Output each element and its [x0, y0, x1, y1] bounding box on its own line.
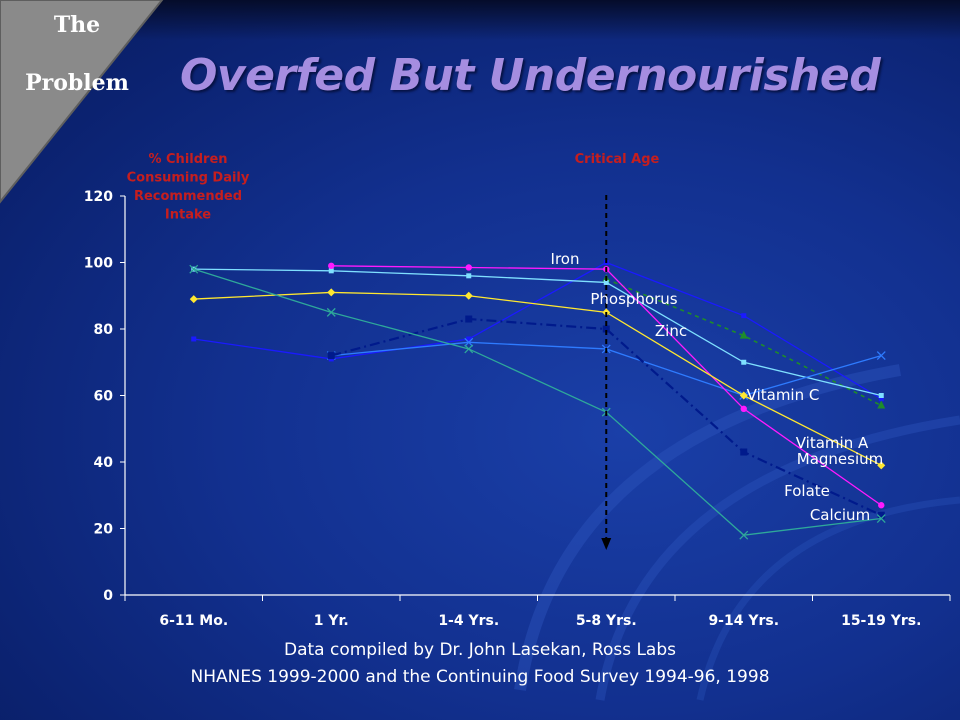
corner-label-the: The — [53, 12, 101, 38]
data-point-calcium — [876, 514, 886, 523]
series-label-folate: Folate — [784, 482, 830, 500]
slide-title: Overfed But Undernourished — [180, 50, 881, 101]
data-point-vitamin-a — [740, 405, 747, 412]
series-line-calcium — [193, 268, 882, 536]
series-label-phosphorus: Phosphorus — [590, 290, 677, 308]
data-point-folate — [327, 352, 335, 360]
y-tick-label: 40 — [94, 455, 114, 471]
top-band — [0, 0, 960, 40]
data-point-vitamin-a — [328, 262, 335, 270]
x-tick-label: 15-19 Yrs. — [841, 613, 921, 629]
series-line-phosphorus — [605, 278, 882, 407]
x-tick-label: 5-8 Yrs. — [576, 613, 637, 629]
data-point-folate — [465, 315, 473, 323]
data-point-phosphorus — [739, 330, 748, 339]
corner-triangle-outline — [0, 0, 164, 204]
data-point-zinc — [878, 393, 884, 398]
y-axis-title-line: Recommended — [134, 189, 242, 204]
corner-label-problem: Problem — [25, 70, 129, 96]
critical-age-marker-arrowhead — [601, 538, 612, 550]
background-swirl — [514, 364, 960, 701]
series-label-calcium: Calcium — [810, 506, 870, 524]
data-point-folate — [740, 448, 748, 456]
data-point-iron — [741, 313, 747, 319]
data-point-zinc — [741, 359, 747, 365]
series-label-iron: Iron — [551, 250, 580, 268]
data-point-iron — [878, 396, 884, 402]
data-point-folate — [877, 511, 885, 519]
y-axis-title-line: Consuming Daily — [127, 171, 250, 186]
data-point-magnesium — [877, 461, 886, 470]
x-tick-label: 1 Yr. — [314, 613, 349, 629]
series-label-vitamin-a: Vitamin A — [796, 434, 869, 452]
footer-source-line2: NHANES 1999-2000 and the Continuing Food… — [190, 667, 770, 687]
footer-source-line1: Data compiled by Dr. John Lasekan, Ross … — [284, 640, 676, 660]
data-point-zinc — [466, 273, 472, 279]
data-point-calcium — [189, 264, 199, 274]
series-line-zinc — [193, 268, 882, 397]
data-point-calcium — [326, 307, 336, 317]
data-point-magnesium — [464, 291, 473, 300]
y-tick-label: 120 — [84, 189, 113, 205]
data-point-vitamin-a — [465, 264, 472, 271]
y-axis-title-line: Intake — [165, 208, 211, 223]
data-point-zinc — [328, 268, 334, 274]
data-point-folate — [602, 325, 610, 333]
data-point-vitamin-a — [878, 502, 885, 509]
critical-age-label: Critical Age — [575, 152, 660, 167]
data-point-magnesium — [189, 295, 198, 304]
x-tick-label: 6-11 Mo. — [159, 613, 228, 629]
data-point-magnesium — [327, 288, 336, 297]
series-label-zinc: Zinc — [655, 322, 687, 340]
y-tick-label: 100 — [84, 256, 113, 272]
y-tick-label: 20 — [94, 522, 114, 538]
y-axis-title-line: % Children — [148, 152, 227, 167]
y-tick-label: 0 — [103, 588, 113, 604]
data-point-magnesium — [739, 391, 748, 400]
data-point-calcium — [739, 530, 749, 540]
data-point-iron — [466, 336, 472, 342]
data-point-phosphorus — [877, 400, 886, 409]
data-point-zinc — [603, 279, 609, 285]
data-point-iron — [191, 336, 197, 342]
series-label-magnesium: Magnesium — [797, 450, 884, 468]
data-point-vitamin-c — [876, 351, 886, 361]
series-line-iron — [193, 261, 882, 400]
series-label-vitamin-c: Vitamin C — [747, 386, 820, 404]
y-tick-label: 80 — [94, 322, 114, 338]
y-tick-label: 60 — [94, 389, 114, 405]
x-tick-label: 9-14 Yrs. — [708, 613, 779, 629]
series-line-magnesium — [193, 291, 882, 466]
corner-tab — [0, 0, 164, 204]
data-point-calcium — [464, 344, 474, 354]
data-point-vitamin-c — [464, 337, 474, 347]
x-tick-label: 1-4 Yrs. — [438, 613, 499, 629]
